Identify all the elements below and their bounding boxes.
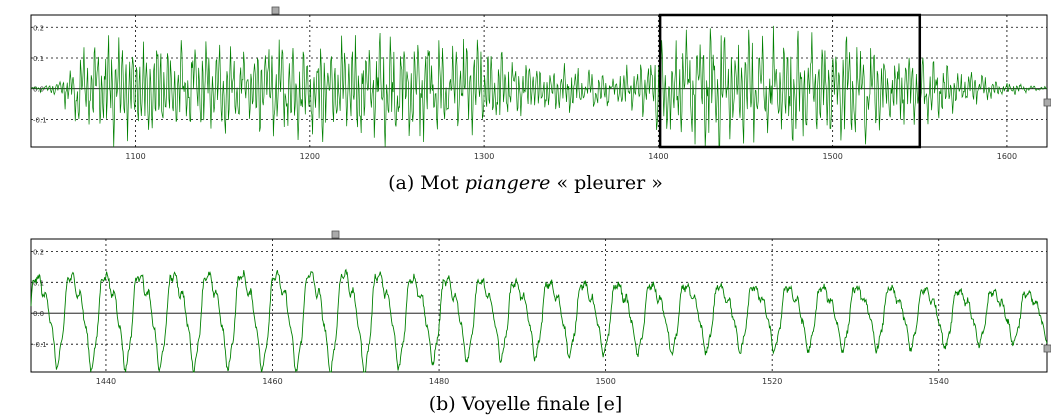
x-tick-label: 1500 <box>595 377 615 386</box>
right-handle-icon <box>1043 98 1051 107</box>
y-tick-label: 0.0 <box>33 310 44 318</box>
x-tick-label: 1440 <box>96 377 116 386</box>
x-tick-label: 1540 <box>929 377 949 386</box>
caption-a: (a) Mot piangere « pleurer » <box>388 172 663 194</box>
y-tick-label: 0.1 <box>33 55 44 63</box>
y-tick-label: 0.1 <box>33 279 44 287</box>
selection-box <box>658 13 922 149</box>
top-handle-icon <box>271 6 280 15</box>
plot-frame <box>30 238 1048 373</box>
x-tick-label: 1600 <box>997 152 1017 161</box>
x-tick-label: 1400 <box>648 152 668 161</box>
x-tick-label: 1460 <box>262 377 282 386</box>
x-tick-label: 1200 <box>300 152 320 161</box>
y-tick-label: 0.2 <box>33 248 44 256</box>
top-handle-icon <box>331 230 340 239</box>
x-tick-label: 1520 <box>762 377 782 386</box>
right-handle-icon <box>1043 344 1051 353</box>
waveform-panel-b: 1440 1460 1480 1500 1520 1540 0.2 0.1 0.0 -0.1 <box>30 230 1051 386</box>
y-tick-label: -0.1 <box>33 116 47 124</box>
waveform-line <box>30 268 1048 373</box>
x-tick-label: 1480 <box>429 377 449 386</box>
y-tick-label: 0.0 <box>33 86 44 94</box>
y-tick-label: -0.1 <box>33 341 47 349</box>
y-tick-label: 0.2 <box>33 24 44 32</box>
x-tick-label: 1300 <box>474 152 494 161</box>
plot-frame <box>30 14 1048 148</box>
waveform-panel-a: 1100 1200 1300 1400 1500 1600 0.2 0.1 0.0 -0.1 <box>30 6 1051 161</box>
x-tick-label: 1500 <box>822 152 842 161</box>
caption-b: (b) Voyelle finale [e] <box>428 393 623 415</box>
waveform-line <box>30 25 1048 148</box>
x-tick-label: 1100 <box>125 152 145 161</box>
